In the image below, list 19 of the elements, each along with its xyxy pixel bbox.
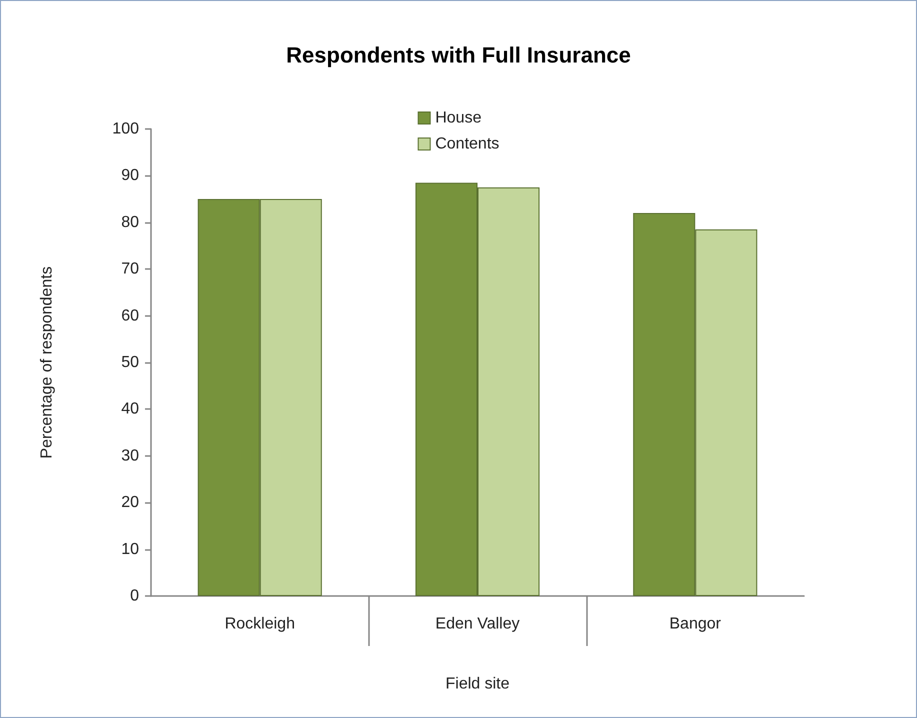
y-tick-label: 90: [121, 167, 140, 184]
legend-label: Contents: [435, 136, 500, 152]
legend-label: House: [435, 110, 482, 126]
y-tick-label: 10: [121, 540, 140, 558]
y-tick-label: 20: [121, 494, 140, 512]
chart-title: Respondents with Full Insurance: [286, 42, 631, 68]
y-tick-label: 70: [121, 260, 140, 278]
y-tick-label: 60: [121, 307, 140, 324]
y-tick-label: 30: [121, 447, 140, 464]
x-tick-label: Bangor: [669, 616, 722, 632]
y-axis-title: Percentage of respondents: [38, 266, 56, 459]
x-tick-label: Eden Valley: [435, 616, 520, 632]
y-tick-label: 50: [121, 354, 140, 371]
y-tick-label: 100: [112, 120, 140, 138]
y-tick-label: 0: [130, 588, 140, 604]
y-tick-label: 80: [121, 214, 140, 231]
x-tick-label: Rockleigh: [224, 616, 295, 632]
x-axis-title: Field site: [445, 676, 510, 692]
y-tick-label: 40: [121, 400, 140, 418]
